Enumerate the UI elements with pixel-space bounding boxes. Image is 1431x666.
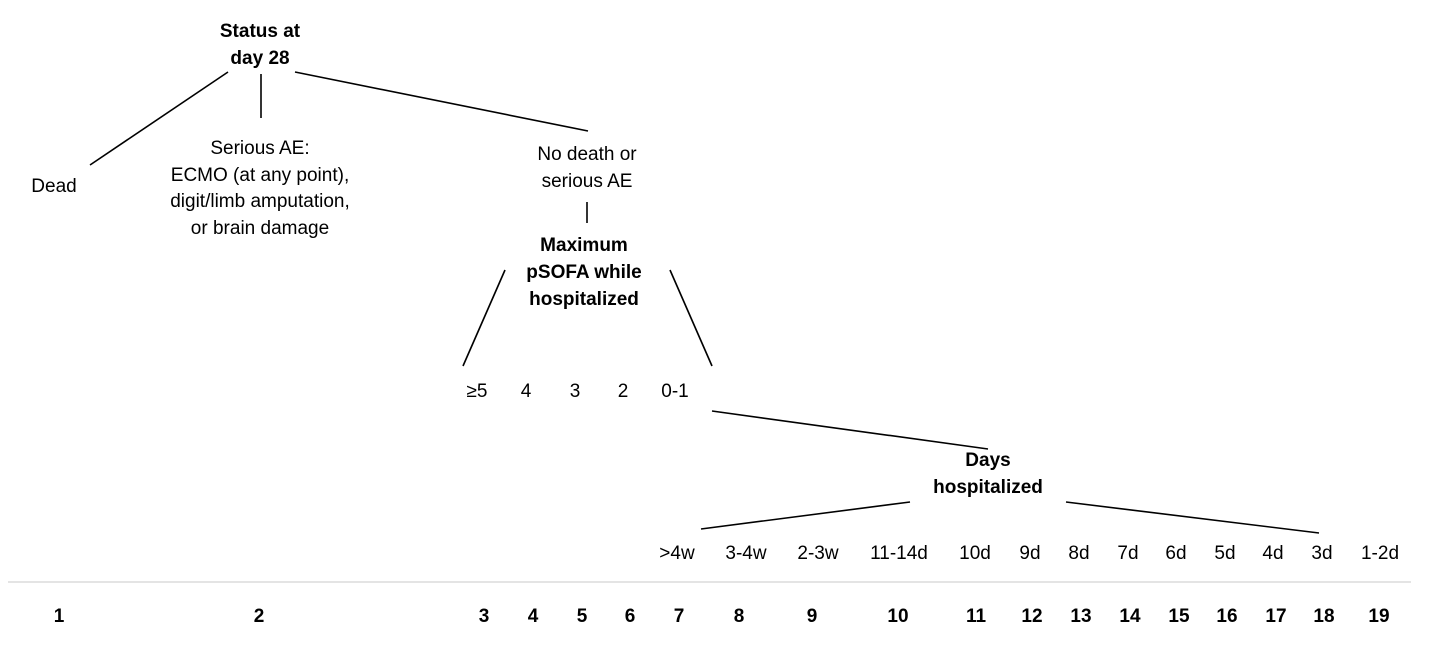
edge-01-days <box>711 410 989 450</box>
days-line2: hospitalized <box>933 477 1043 498</box>
rank-number: 1 <box>53 606 65 627</box>
rank-number: 19 <box>1368 606 1390 627</box>
days-level: 3-4w <box>725 543 767 564</box>
root-line2: day 28 <box>230 48 290 69</box>
psofa-line1: Maximum <box>540 235 628 256</box>
psofa-line3: hospitalized <box>529 289 639 310</box>
rank-number: 11 <box>965 606 987 627</box>
node-maximum-psofa: Maximum pSOFA while hospitalized <box>526 232 641 313</box>
root-line1: Status at <box>219 21 301 42</box>
days-level: 2-3w <box>797 543 839 564</box>
node-dead: Dead <box>31 173 76 200</box>
psofa-level: 3 <box>569 381 581 402</box>
serious-ae-line3: digit/limb amputation, <box>170 191 350 212</box>
rank-number: 7 <box>673 606 685 627</box>
rank-number: 9 <box>806 606 818 627</box>
root-node-status-at-day-28: Status at day 28 <box>220 18 300 72</box>
rank-number: 18 <box>1313 606 1335 627</box>
rank-number: 15 <box>1168 606 1190 627</box>
rank-number: 14 <box>1119 606 1141 627</box>
psofa-level: 2 <box>617 381 629 402</box>
node-no-death-or-serious-ae: No death or serious AE <box>537 141 636 195</box>
rank-number: 12 <box>1021 606 1043 627</box>
rank-number: 17 <box>1265 606 1287 627</box>
no-death-line2: serious AE <box>541 171 633 192</box>
node-serious-ae: Serious AE: ECMO (at any point), digit/l… <box>170 136 350 242</box>
edge-psofa-left <box>462 269 506 367</box>
rank-number: 8 <box>733 606 745 627</box>
rank-number: 16 <box>1216 606 1238 627</box>
days-level: >4w <box>659 543 695 564</box>
node-days-hospitalized: Days hospitalized <box>933 447 1043 501</box>
no-death-line1: No death or <box>537 144 637 165</box>
rank-number: 10 <box>887 606 909 627</box>
days-level: 1-2d <box>1360 543 1400 564</box>
days-level: 6d <box>1165 543 1187 564</box>
days-line1: Days <box>965 450 1011 471</box>
days-level: 9d <box>1019 543 1041 564</box>
rank-number: 13 <box>1070 606 1092 627</box>
serious-ae-line1: Serious AE: <box>210 138 310 159</box>
edge-root-no-death <box>294 71 589 132</box>
days-level: 10d <box>959 543 991 564</box>
psofa-level: 4 <box>520 381 532 402</box>
dead-label: Dead <box>31 176 77 197</box>
rank-number: 2 <box>253 606 265 627</box>
days-level: 5d <box>1214 543 1236 564</box>
days-level: 3d <box>1311 543 1333 564</box>
serious-ae-line4: or brain damage <box>190 217 330 239</box>
rank-number: 3 <box>478 606 490 627</box>
days-level: 4d <box>1262 543 1284 564</box>
rank-number: 6 <box>624 606 636 627</box>
edge-days-left <box>700 501 911 530</box>
edge-days-right <box>1065 501 1320 534</box>
days-level: 8d <box>1068 543 1090 564</box>
days-level: 7d <box>1117 543 1139 564</box>
psofa-line2: pSOFA while <box>526 262 642 283</box>
psofa-level: ≥5 <box>466 381 488 402</box>
rank-number: 5 <box>576 606 588 627</box>
days-level: 11-14d <box>870 543 928 564</box>
edge-psofa-right <box>669 269 713 367</box>
rank-number: 4 <box>527 606 539 627</box>
serious-ae-line2: ECMO (at any point), <box>170 164 350 186</box>
psofa-level: 0-1 <box>661 381 689 402</box>
edge-root-dead <box>89 71 229 166</box>
